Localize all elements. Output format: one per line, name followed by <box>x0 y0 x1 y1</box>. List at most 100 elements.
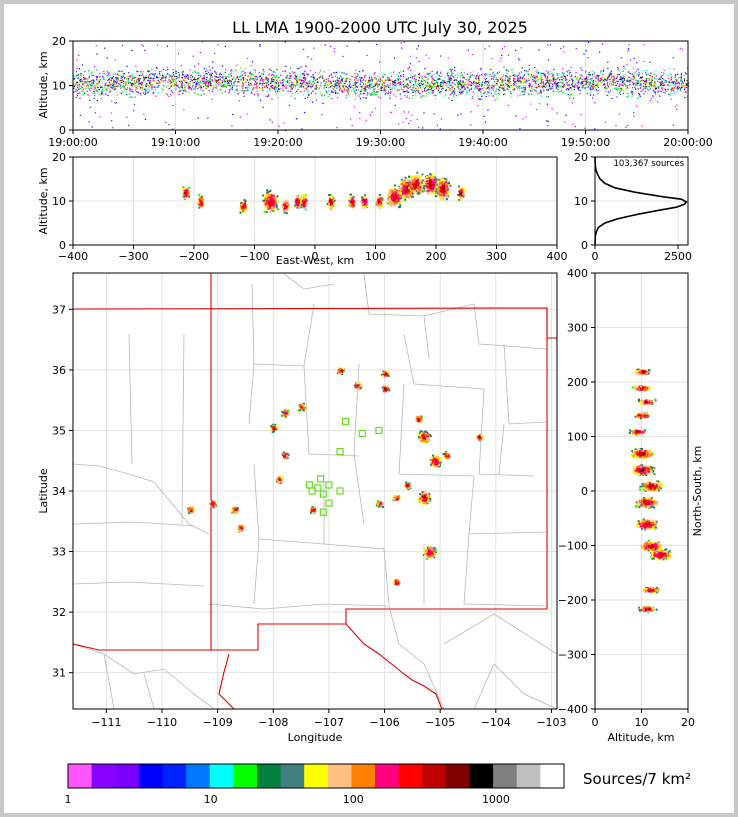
source-dot <box>189 81 192 83</box>
source-dot <box>458 93 460 96</box>
source-dot <box>389 92 391 94</box>
source-dot <box>563 78 566 80</box>
source-dot <box>180 83 182 85</box>
source-dot <box>502 89 505 91</box>
source-dot <box>175 83 178 85</box>
source-dot <box>512 74 514 77</box>
source-dot <box>371 92 373 94</box>
source-dot <box>156 44 159 46</box>
source-dot <box>386 92 388 94</box>
source-dot <box>212 89 214 91</box>
source-dot <box>311 85 314 87</box>
source-dot <box>91 84 93 86</box>
source-dot <box>522 76 524 78</box>
source-dot <box>229 90 231 92</box>
source-dot <box>302 86 305 89</box>
source-dot <box>393 85 395 87</box>
source-dot <box>271 121 273 123</box>
source-dot <box>676 108 678 111</box>
source-dot <box>311 75 313 77</box>
source-dot <box>418 126 420 129</box>
source-dot <box>522 86 524 89</box>
source-dot <box>494 74 497 77</box>
source-dot <box>480 93 482 95</box>
source-dot <box>664 92 667 94</box>
source-dot <box>507 104 510 107</box>
source-dot <box>341 78 343 80</box>
source-dot <box>78 54 80 57</box>
source-dot <box>579 74 581 76</box>
source-dot <box>577 80 579 82</box>
source-dot <box>428 73 430 76</box>
source-dot <box>281 79 283 81</box>
source-dot <box>631 95 633 97</box>
source-dot <box>593 83 595 85</box>
source-dot <box>533 75 535 77</box>
source-dot <box>597 85 599 87</box>
source-dot <box>499 82 501 84</box>
source-dot <box>407 111 410 113</box>
source-dot <box>598 75 600 77</box>
source-dot <box>223 86 225 88</box>
source-dot <box>463 72 465 74</box>
source-dot <box>266 82 268 84</box>
source-dot <box>230 75 232 77</box>
source-dot <box>258 75 260 77</box>
source-dot <box>585 81 587 83</box>
source-dot <box>460 72 462 74</box>
source-dot <box>585 71 587 73</box>
source-dot <box>259 82 261 84</box>
source-dot <box>369 78 371 81</box>
source-dot <box>96 89 98 91</box>
source-dot <box>170 74 172 77</box>
east-west-source-cell <box>200 204 203 207</box>
source-dot <box>609 90 612 92</box>
source-dot <box>219 73 221 76</box>
source-dot <box>334 83 336 86</box>
source-dot <box>428 76 430 78</box>
source-dot <box>523 93 525 95</box>
source-dot <box>507 80 509 82</box>
source-dot <box>129 75 131 77</box>
source-dot <box>555 83 558 85</box>
source-dot <box>148 88 150 90</box>
source-dot <box>409 62 412 65</box>
source-dot <box>159 71 161 73</box>
source-dot <box>327 78 329 80</box>
source-dot <box>447 84 450 86</box>
source-dot <box>681 85 683 87</box>
source-dot <box>451 92 453 94</box>
source-dot <box>214 78 216 80</box>
source-dot <box>462 83 464 85</box>
source-dot <box>345 78 347 80</box>
source-dot <box>630 59 632 61</box>
east-west-source-cell <box>296 206 299 209</box>
source-dot <box>439 92 441 94</box>
source-dot <box>614 87 616 89</box>
source-dot <box>396 80 398 82</box>
source-dot <box>647 83 649 86</box>
source-dot <box>209 78 211 80</box>
source-dot <box>589 83 592 85</box>
source-dot <box>513 84 515 86</box>
source-dot <box>552 83 554 85</box>
source-dot <box>272 73 274 76</box>
source-dot <box>123 73 125 75</box>
source-dot <box>328 80 330 82</box>
source-dot <box>121 85 124 88</box>
source-dot <box>230 80 232 83</box>
source-dot <box>651 78 653 80</box>
source-dot <box>297 67 299 70</box>
source-dot <box>79 72 82 75</box>
source-dot <box>650 85 652 87</box>
source-dot <box>478 76 480 78</box>
source-dot <box>243 78 245 81</box>
source-dot <box>460 84 462 86</box>
source-dot <box>161 77 163 79</box>
source-dot <box>101 87 103 89</box>
source-dot <box>518 89 521 91</box>
source-dot <box>238 81 240 83</box>
source-dot <box>209 80 212 83</box>
source-dot <box>641 73 644 75</box>
source-dot <box>282 81 284 83</box>
